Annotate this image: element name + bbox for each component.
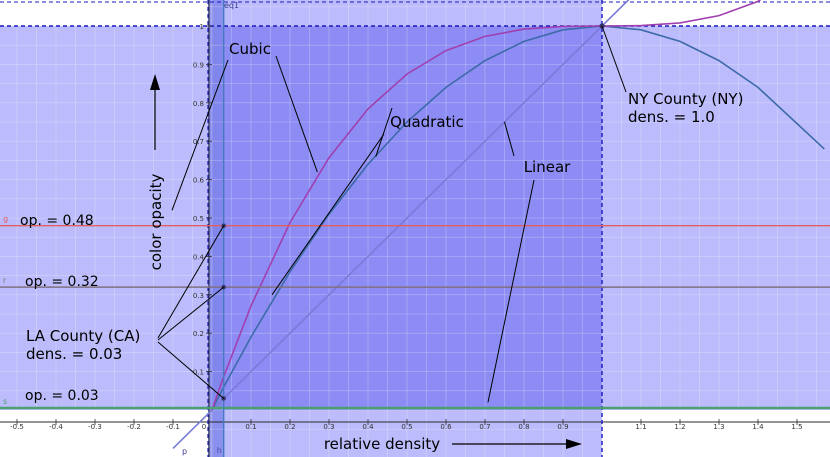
leader-line-la [157,286,225,341]
x-tick-label: 0.3 [323,423,334,431]
y-axis-arrowhead [150,74,160,90]
y-tick-label: 0.5 [193,215,204,223]
x-axis-arrowhead [566,439,582,449]
top-label: eq1 [224,1,239,10]
leader-line-cubic-point [171,59,229,211]
y-tick-label: 0.6 [193,177,205,185]
y-tick-label: 0.3 [193,292,204,300]
y-tick-label: 0.9 [193,61,204,69]
series-line-cubic [211,0,762,411]
leader-line-quadratic [375,107,393,157]
series-line-linear [172,0,630,449]
x-axis-label: relative density [324,435,440,453]
leader-line-linear [504,121,515,157]
leader-line-ny [601,25,627,93]
density-strip [208,0,224,457]
x-tick-label: -0.5 [10,423,24,431]
corner-label: p [182,447,187,456]
y-tick-label: 0.2 [193,330,204,338]
leader-line-la [157,341,225,399]
x-tick-label: 1.1 [635,423,646,431]
leader-line-la [157,225,225,339]
line-letter-r: r [3,276,7,285]
leader-line-cubic [275,55,318,173]
y-tick-label: 1 [200,23,204,31]
x-tick-label: 0.4 [362,423,374,431]
x-tick-label: -0.2 [127,423,141,431]
series-line-quadratic [211,25,825,411]
x-tick-label: 1.5 [791,423,802,431]
x-tick-label: 1.3 [713,423,724,431]
y-tick-label: 0.8 [193,100,204,108]
leader-line-linear-point [487,179,535,403]
x-tick-label: 1.4 [752,423,764,431]
x-tick-label: 0.8 [518,423,529,431]
x-tick-label: 1.2 [674,423,685,431]
point-label-la-name: LA County (CA) [26,327,140,345]
leader-line-quadratic-point [271,133,385,296]
y-tick-label: 0.7 [193,138,204,146]
x-tick-label: -0.4 [49,423,63,431]
line-letter-s: s [3,397,7,406]
x-tick-label: 0.7 [479,423,490,431]
series-label-quadratic: Quadratic [390,113,464,131]
series-label-linear: Linear [524,158,571,176]
x-tick-label: -0.3 [88,423,102,431]
series-label-cubic: Cubic [229,40,271,58]
x-tick-label: 0.1 [245,423,256,431]
point-label-ny-name: NY County (NY) [628,90,743,108]
point-label-ny-density: dens. = 1.0 [628,108,715,126]
opacity-label: op. = 0.48 [20,213,94,229]
x-tick-label: -0.1 [166,423,180,431]
y-axis-label: color opacity [147,174,165,271]
x-tick-label: 0.2 [284,423,295,431]
y-tick-label: 0.1 [193,369,204,377]
opacity-label: op. = 0.32 [25,274,99,290]
x-tick-label: 0.6 [440,423,452,431]
opacity-label: op. = 0.03 [25,388,99,404]
line-letter-h: h [217,446,222,455]
origin-label: 0 [202,423,206,431]
x-tick-label: 0.9 [557,423,568,431]
line-letter-g: g [3,215,8,224]
point-label-la-density: dens. = 0.03 [26,345,122,363]
x-tick-label: 0.5 [401,423,412,431]
y-tick-label: 0.4 [193,253,205,261]
